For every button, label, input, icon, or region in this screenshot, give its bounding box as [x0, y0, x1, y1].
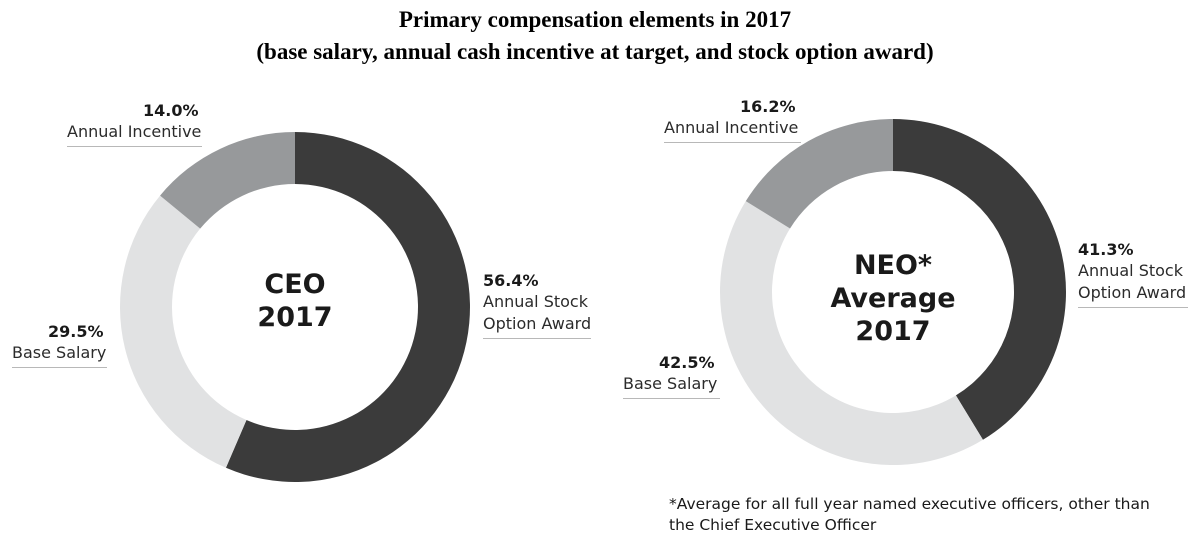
chart-title-line-2: (base salary, annual cash incentive at t… — [256, 39, 934, 64]
slice-percent: 29.5% — [48, 322, 104, 341]
slice-label-annual-incentive: 16.2% Annual Incentive — [664, 97, 801, 143]
slice-percent: 42.5% — [659, 353, 715, 372]
slice-name: Base Salary — [12, 343, 107, 362]
donut-slice-annual-incentive — [745, 119, 893, 229]
chart-title: Primary compensation elements in 2017 (b… — [0, 4, 1190, 68]
donut-slice-annual-incentive — [160, 132, 295, 229]
donut-slice-base-salary — [119, 195, 247, 468]
slice-name: Option Award — [483, 314, 592, 333]
chart-title-line-1: Primary compensation elements in 2017 — [398, 7, 792, 32]
donut-center-line: 2017 — [855, 316, 931, 347]
donut-slice-annual-stock-option-award — [893, 119, 1067, 440]
slice-name: Annual Incentive — [664, 118, 799, 137]
slice-label-base-salary: 42.5% Base Salary — [623, 353, 720, 399]
label-underline — [483, 338, 591, 339]
slice-percent: 16.2% — [740, 97, 796, 116]
footnote: *Average for all full year named executi… — [669, 495, 1150, 534]
slice-label-annual-stock-option-award: 56.4% Annual Stock Option Award — [483, 271, 591, 339]
donut-slice-base-salary — [719, 201, 983, 466]
donut-center-line: Average — [830, 283, 956, 314]
donut-center-label: CEO 2017 — [195, 268, 395, 334]
slice-name: Annual Incentive — [67, 122, 202, 141]
label-underline — [623, 398, 720, 399]
slice-label-base-salary: 29.5% Base Salary — [12, 322, 107, 368]
slice-name: Annual Stock — [483, 292, 588, 311]
label-underline — [664, 142, 801, 143]
slice-name: Annual Stock — [1078, 261, 1183, 280]
slice-label-annual-incentive: 14.0% Annual Incentive — [67, 101, 202, 147]
label-underline — [67, 146, 202, 147]
slice-percent: 41.3% — [1078, 240, 1134, 259]
slice-name: Option Award — [1078, 283, 1187, 302]
slice-percent: 56.4% — [483, 271, 539, 290]
donut-center-line: NEO* — [853, 250, 933, 281]
slice-percent: 14.0% — [143, 101, 199, 120]
slice-name: Base Salary — [623, 374, 718, 393]
donut-center-line: 2017 — [257, 302, 333, 333]
donut-center-line: CEO — [264, 269, 326, 300]
label-underline — [12, 367, 107, 368]
donut-center-label: NEO* Average 2017 — [793, 249, 993, 348]
donut-slice-annual-stock-option-award — [225, 132, 470, 482]
slice-label-annual-stock-option-award: 41.3% Annual Stock Option Award — [1078, 240, 1188, 308]
label-underline — [1078, 307, 1188, 308]
